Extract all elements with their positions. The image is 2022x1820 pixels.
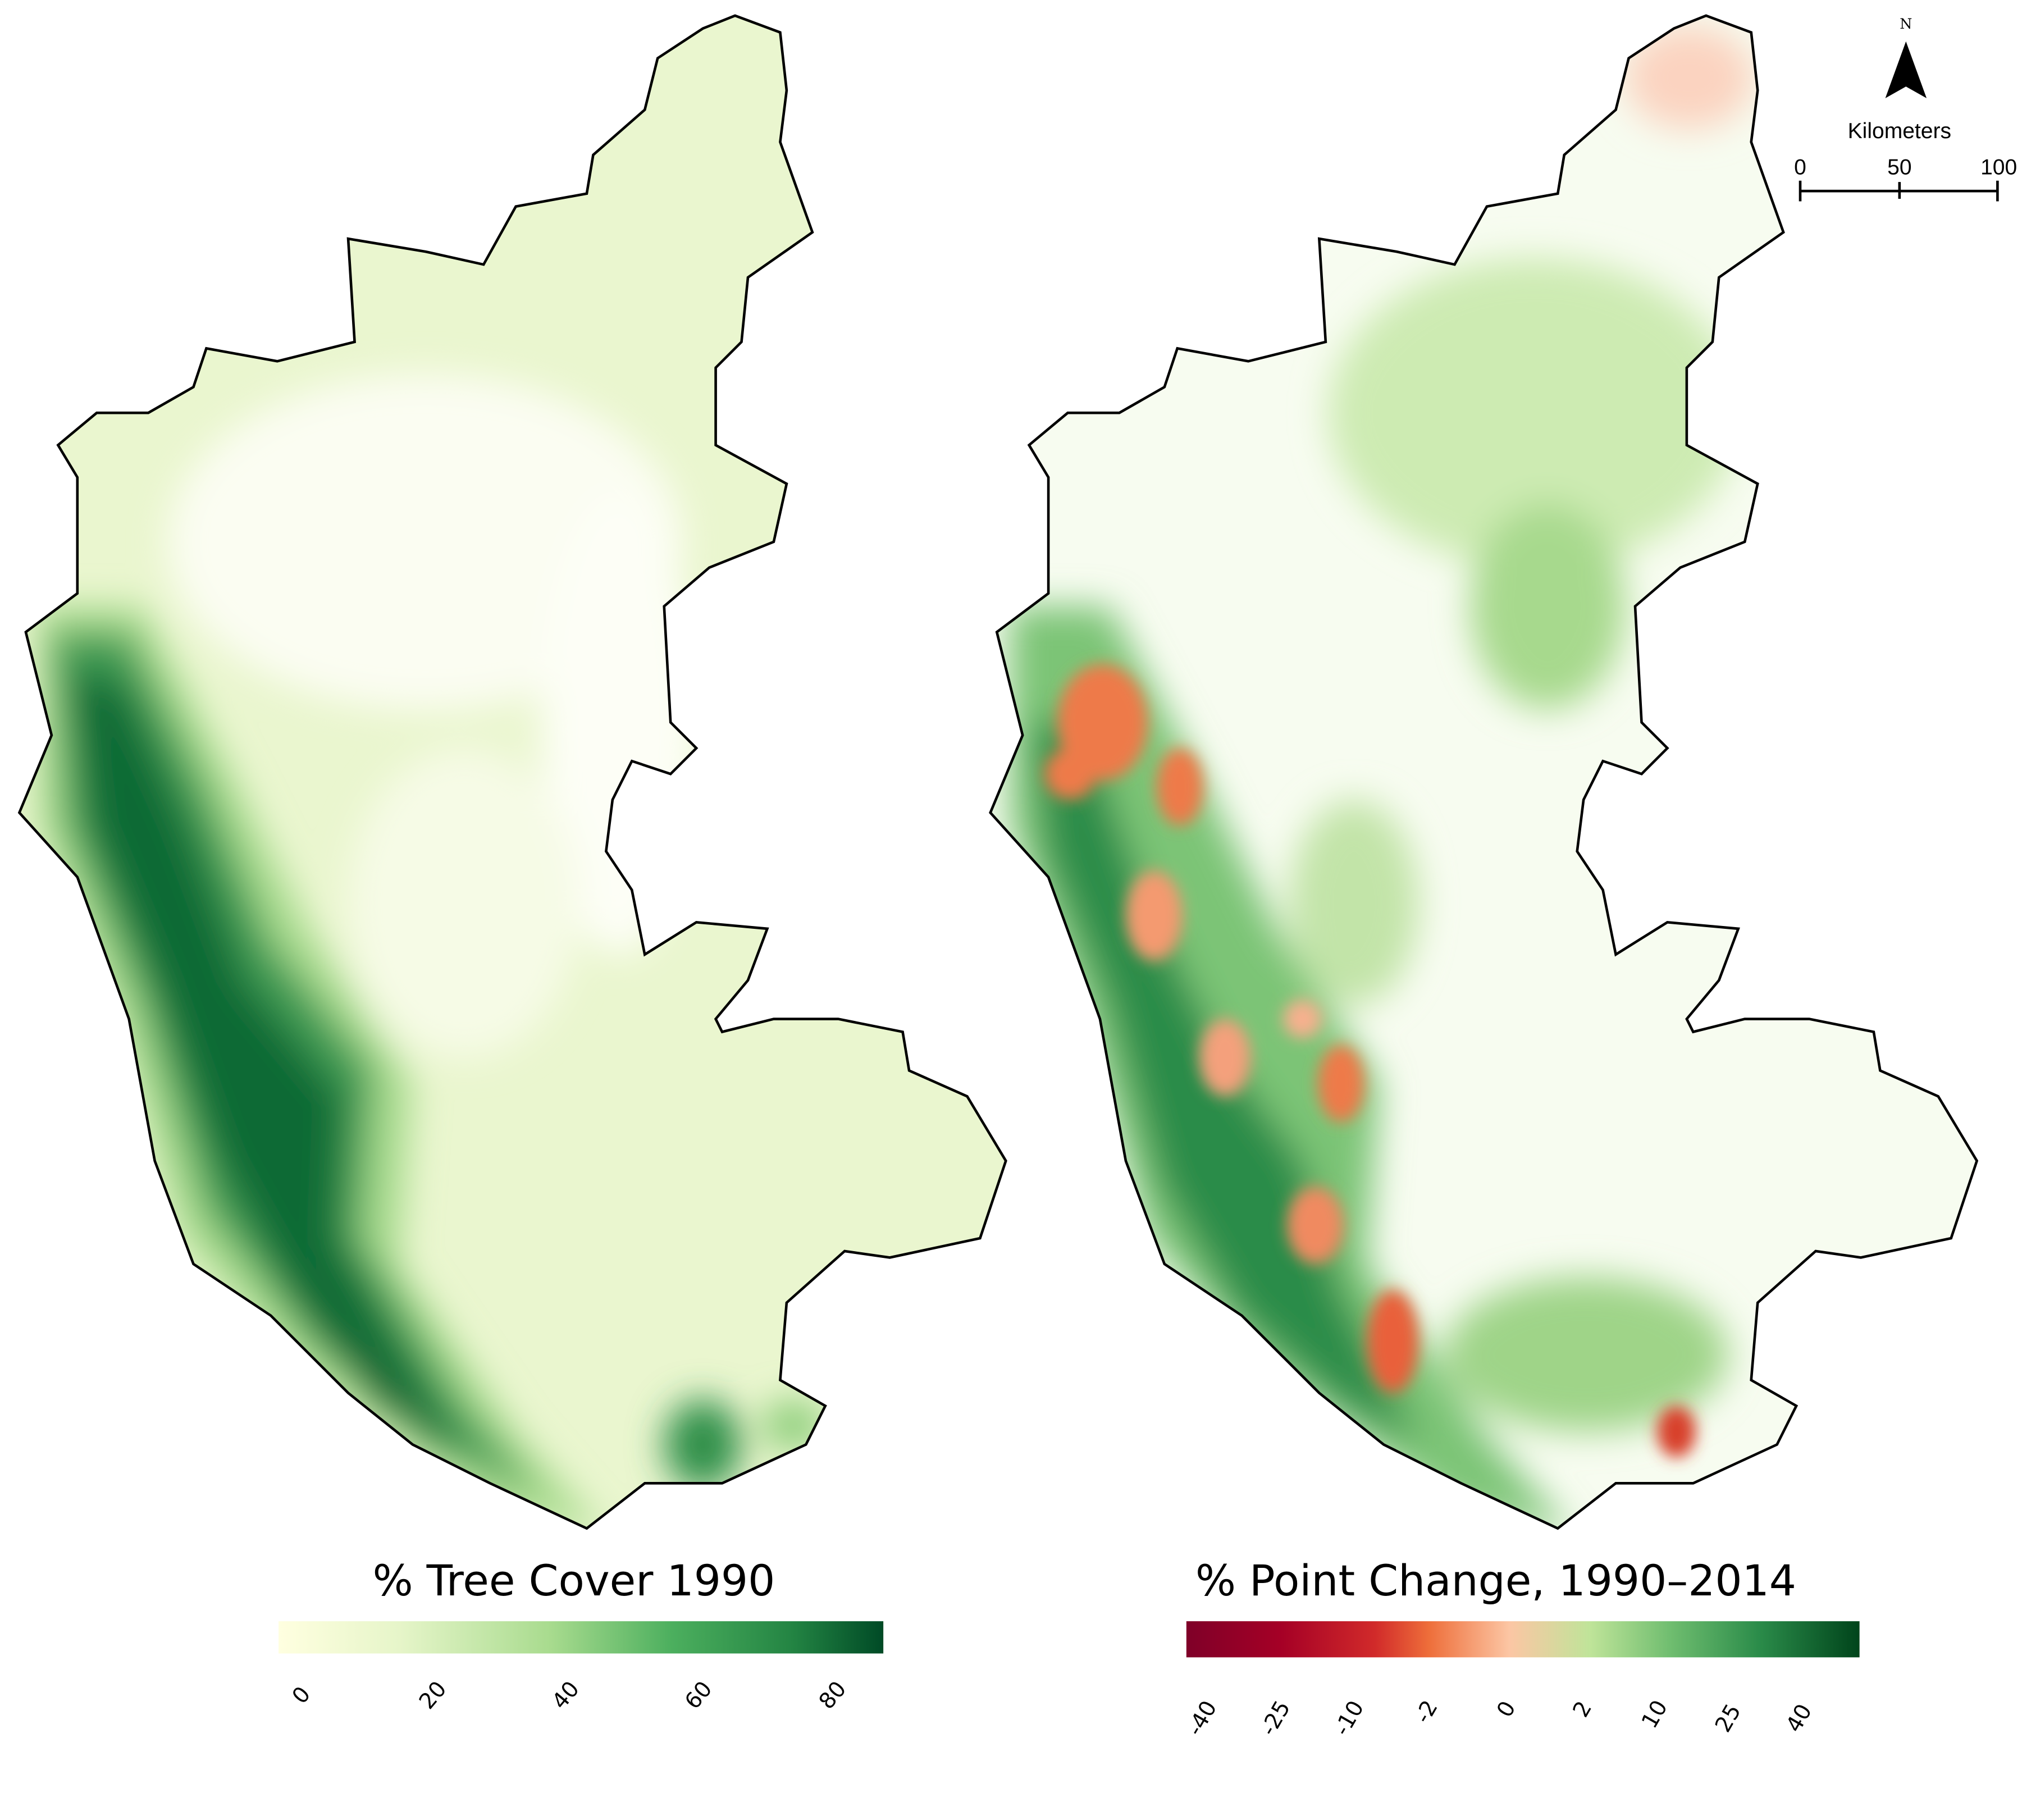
legend-tick: 40: [547, 1677, 585, 1714]
color-ramp: [279, 1621, 884, 1654]
north-label: N: [1900, 16, 1912, 32]
tree-cover-legend: % Tree Cover 1990 0 20 40 60 80: [279, 1556, 884, 1714]
scale-bar: Kilometers 0 50 100: [1794, 119, 2017, 202]
legend-tick: 40: [1781, 1700, 1817, 1737]
legend-tick: 80: [814, 1677, 851, 1714]
scale-unit: Kilometers: [1848, 119, 1951, 143]
legend-tick: -25: [1256, 1696, 1296, 1740]
legend-tick: 60: [680, 1677, 717, 1714]
scale-tick: 0: [1794, 155, 1806, 179]
legend-tick: 0: [1492, 1697, 1521, 1722]
scale-tick: 50: [1887, 155, 1911, 179]
point-change-legend: % Point Change, 1990–2014 -40 -25 -10 -2…: [1183, 1556, 1860, 1740]
legend-tick: 0: [287, 1682, 316, 1709]
legend-tick: 2: [1568, 1697, 1597, 1722]
legend-tick: 10: [1637, 1696, 1673, 1733]
tree-cover-1990-map: [0, 0, 1031, 1548]
legend-tick: -10: [1329, 1696, 1369, 1740]
color-ramp: [1186, 1621, 1860, 1658]
legend-title: % Tree Cover 1990: [373, 1556, 775, 1605]
point-change-map: [971, 0, 2022, 1548]
legend-title: % Point Change, 1990–2014: [1195, 1556, 1796, 1605]
north-arrow-icon: N: [1885, 16, 1927, 98]
legend-tick: -40: [1183, 1696, 1222, 1740]
scale-tick: 100: [1980, 155, 2017, 179]
legend-tick: 25: [1710, 1700, 1746, 1737]
legend-tick: 20: [414, 1677, 451, 1714]
legend-tick: -2: [1410, 1696, 1443, 1727]
